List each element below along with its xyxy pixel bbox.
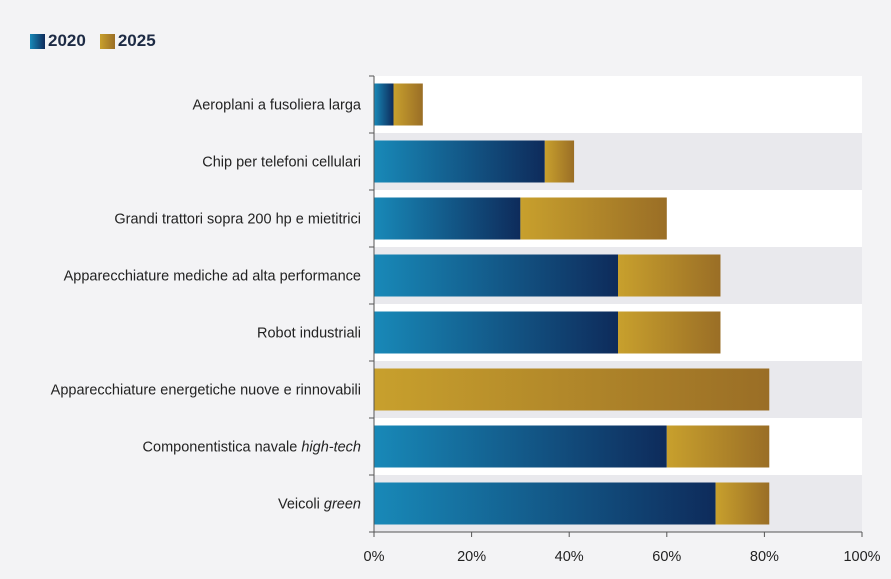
category-label: Apparecchiature mediche ad alta performa… [64, 269, 361, 285]
bar-2025 [618, 311, 721, 354]
x-tick-label: 40% [555, 549, 584, 565]
legend-swatch-2020 [30, 33, 45, 49]
bar-2020 [374, 311, 618, 354]
legend-item-2020: 2020 [30, 31, 86, 51]
category-label: Aeroplani a fusoliera larga [193, 98, 362, 114]
bar-2025 [618, 254, 721, 297]
legend-item-2025: 2025 [99, 31, 156, 51]
category-label: Apparecchiature energetiche nuove e rinn… [51, 383, 361, 399]
bar-2025 [666, 425, 770, 468]
bar-2020 [374, 482, 716, 525]
legend-label-2020: 2020 [48, 31, 86, 50]
x-tick-label: 100% [843, 549, 880, 565]
category-label: Chip per telefoni cellulari [202, 155, 361, 171]
legend-label-2025: 2025 [117, 31, 156, 50]
bar-2025 [544, 140, 575, 183]
bar-2025 [393, 83, 423, 126]
category-label: Veicoli green [278, 497, 361, 513]
bar-2025 [374, 368, 770, 411]
bar-2025 [520, 197, 667, 240]
legend: 2020 2025 [30, 31, 156, 51]
x-tick-label: 60% [652, 549, 681, 565]
category-label: Componentistica navale high-tech [143, 440, 361, 456]
bar-2020 [374, 140, 545, 183]
bar-2020 [374, 254, 618, 297]
bar-2025 [715, 482, 770, 525]
bar-2020 [374, 425, 667, 468]
x-tick-label: 20% [457, 549, 486, 565]
bar-2020 [374, 83, 394, 126]
legend-swatch-2025 [99, 33, 115, 49]
category-label: Robot industriali [257, 326, 361, 342]
x-tick-label: 0% [364, 549, 385, 565]
x-tick-label: 80% [750, 549, 779, 565]
category-label: Grandi trattori sopra 200 hp e mietitric… [114, 212, 361, 228]
bar-2020 [374, 197, 521, 240]
